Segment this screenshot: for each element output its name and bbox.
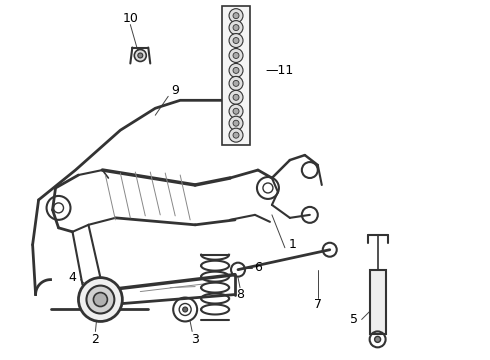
Circle shape xyxy=(229,63,243,77)
Text: —11: —11 xyxy=(265,64,293,77)
Bar xyxy=(369,270,386,334)
Circle shape xyxy=(233,67,239,73)
Circle shape xyxy=(138,53,143,58)
Circle shape xyxy=(183,307,188,312)
Text: 1: 1 xyxy=(289,238,297,251)
Circle shape xyxy=(233,108,239,114)
Circle shape xyxy=(229,76,243,90)
Circle shape xyxy=(229,33,243,48)
Circle shape xyxy=(233,37,239,44)
Circle shape xyxy=(233,132,239,138)
Circle shape xyxy=(86,285,114,314)
Circle shape xyxy=(229,49,243,62)
Circle shape xyxy=(229,90,243,104)
Bar xyxy=(222,6,250,145)
Circle shape xyxy=(375,336,381,342)
Text: 2: 2 xyxy=(92,333,99,346)
Text: 6: 6 xyxy=(254,261,262,274)
Text: 9: 9 xyxy=(172,84,179,97)
Circle shape xyxy=(78,278,122,321)
Circle shape xyxy=(233,53,239,58)
Text: 4: 4 xyxy=(69,271,76,284)
Circle shape xyxy=(233,120,239,126)
Text: 5: 5 xyxy=(350,313,358,326)
Circle shape xyxy=(134,50,147,62)
Circle shape xyxy=(229,21,243,35)
Circle shape xyxy=(229,116,243,130)
Text: 10: 10 xyxy=(122,12,138,25)
Text: 8: 8 xyxy=(236,288,244,301)
Circle shape xyxy=(94,293,107,306)
Circle shape xyxy=(233,80,239,86)
Text: 7: 7 xyxy=(314,298,322,311)
Circle shape xyxy=(233,24,239,31)
Text: 3: 3 xyxy=(191,333,199,346)
Circle shape xyxy=(229,9,243,23)
Circle shape xyxy=(233,13,239,19)
Circle shape xyxy=(229,104,243,118)
Circle shape xyxy=(229,128,243,142)
Circle shape xyxy=(233,94,239,100)
